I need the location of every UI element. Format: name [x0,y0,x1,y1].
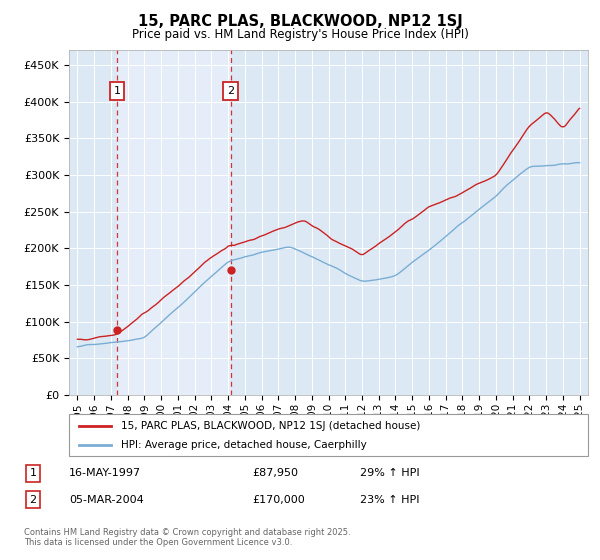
Text: 29% ↑ HPI: 29% ↑ HPI [360,468,419,478]
Text: 05-MAR-2004: 05-MAR-2004 [69,494,144,505]
Text: 15, PARC PLAS, BLACKWOOD, NP12 1SJ (detached house): 15, PARC PLAS, BLACKWOOD, NP12 1SJ (deta… [121,421,420,431]
FancyBboxPatch shape [69,414,588,456]
Text: HPI: Average price, detached house, Caerphilly: HPI: Average price, detached house, Caer… [121,440,367,450]
Text: 15, PARC PLAS, BLACKWOOD, NP12 1SJ: 15, PARC PLAS, BLACKWOOD, NP12 1SJ [137,14,463,29]
Bar [117,50,231,395]
Text: Price paid vs. HM Land Registry's House Price Index (HPI): Price paid vs. HM Land Registry's House … [131,28,469,41]
Text: 2: 2 [29,494,37,505]
Text: 16-MAY-1997: 16-MAY-1997 [69,468,141,478]
Text: 1: 1 [113,86,121,96]
Text: £87,950: £87,950 [252,468,298,478]
Text: 2: 2 [227,86,235,96]
Text: £170,000: £170,000 [252,494,305,505]
Text: 1: 1 [29,468,37,478]
Text: Contains HM Land Registry data © Crown copyright and database right 2025.
This d: Contains HM Land Registry data © Crown c… [24,528,350,547]
Text: 23% ↑ HPI: 23% ↑ HPI [360,494,419,505]
